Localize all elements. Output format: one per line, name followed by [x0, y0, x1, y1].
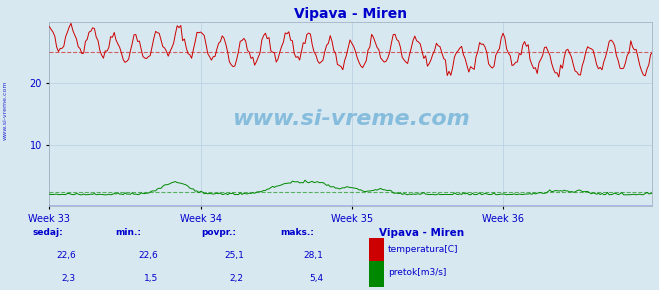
Text: temperatura[C]: temperatura[C] — [388, 245, 459, 254]
Text: 25,1: 25,1 — [224, 251, 244, 260]
Text: pretok[m3/s]: pretok[m3/s] — [388, 268, 447, 277]
Text: maks.:: maks.: — [280, 228, 314, 237]
Text: 28,1: 28,1 — [303, 251, 323, 260]
Title: Vipava - Miren: Vipava - Miren — [295, 7, 407, 21]
Text: 2,2: 2,2 — [230, 274, 244, 283]
Text: 1,5: 1,5 — [144, 274, 158, 283]
Text: www.si-vreme.com: www.si-vreme.com — [232, 109, 470, 129]
Text: 22,6: 22,6 — [56, 251, 76, 260]
Text: 22,6: 22,6 — [138, 251, 158, 260]
Text: 2,3: 2,3 — [62, 274, 76, 283]
Text: Vipava - Miren: Vipava - Miren — [379, 228, 464, 238]
Text: min.:: min.: — [115, 228, 141, 237]
Text: 5,4: 5,4 — [309, 274, 323, 283]
Text: sedaj:: sedaj: — [33, 228, 64, 237]
Text: povpr.:: povpr.: — [201, 228, 236, 237]
Text: www.si-vreme.com: www.si-vreme.com — [3, 80, 8, 140]
